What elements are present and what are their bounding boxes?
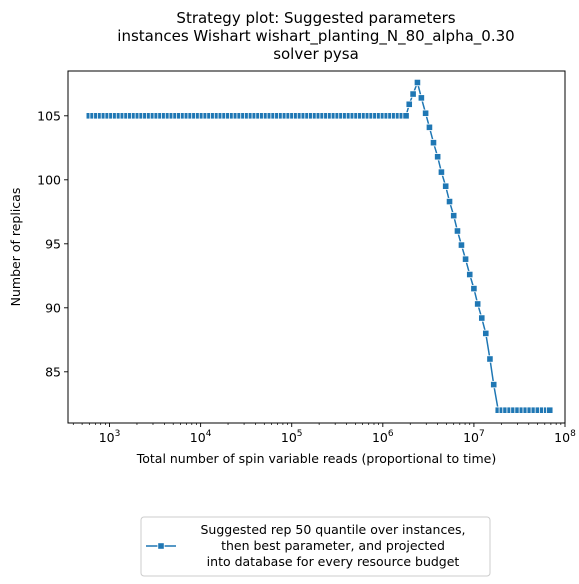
x-tick-label: 104 [190,429,212,445]
y-tick-label: 85 [45,364,61,379]
y-axis: 85 90 95 100 105 [37,108,68,379]
data-point [470,284,478,293]
data-point [434,153,442,161]
series-markers [85,78,554,414]
series-line [89,80,550,411]
y-tick-label: 90 [45,300,61,315]
data-point [478,314,486,322]
x-tick-label: 105 [281,429,303,445]
legend-marker [157,542,165,550]
x-tick-label: 108 [554,429,576,445]
data-point [474,300,482,308]
data-point [425,123,434,131]
data-point [445,197,454,206]
data-point [409,90,417,98]
data-point [405,100,413,108]
legend-label-line-3: into database for every resource budget [207,554,460,569]
data-point [450,212,458,220]
data-point [413,78,422,87]
chart-title: Strategy plot: Suggested parametersinsta… [117,9,514,63]
axes-frame [67,70,566,424]
data-point [453,227,462,235]
chart-title-line-2: instances Wishart wishart_planting_N_80_… [117,27,514,46]
y-tick-label: 100 [37,172,61,187]
data-point [466,270,474,279]
x-axis-label: Total number of spin variable reads (pro… [136,451,497,466]
y-tick-label: 105 [37,108,61,123]
legend-box [140,516,491,577]
y-tick-label: 95 [45,236,61,251]
data-point [490,380,498,389]
data-point [461,255,470,263]
y-axis-label: Number of replicas [8,188,23,307]
chart-title-line-3: solver pysa [273,45,359,63]
data-point [417,94,425,102]
x-tick-label: 106 [372,429,394,445]
x-tick-label: 107 [463,429,485,445]
chart-title-line-1: Strategy plot: Suggested parameters [176,9,455,27]
legend-label-line-1: Suggested rep 50 quantile over instances… [200,522,465,537]
data-point [429,139,438,147]
data-point [457,241,466,249]
data-point [486,355,494,363]
data-point [442,182,450,190]
x-tick-label: 103 [99,429,121,445]
legend-label: Suggested rep 50 quantile over instances… [200,522,465,569]
data-point [546,406,554,414]
data-point [482,329,490,338]
data-point [402,112,410,120]
data-point [437,168,446,176]
x-axis: 103 104 105 106 107 108 [72,423,576,445]
legend: Suggested rep 50 quantile over instances… [140,516,491,577]
legend-label-line-2: then best parameter, and projected [221,538,445,553]
data-point [422,109,430,117]
